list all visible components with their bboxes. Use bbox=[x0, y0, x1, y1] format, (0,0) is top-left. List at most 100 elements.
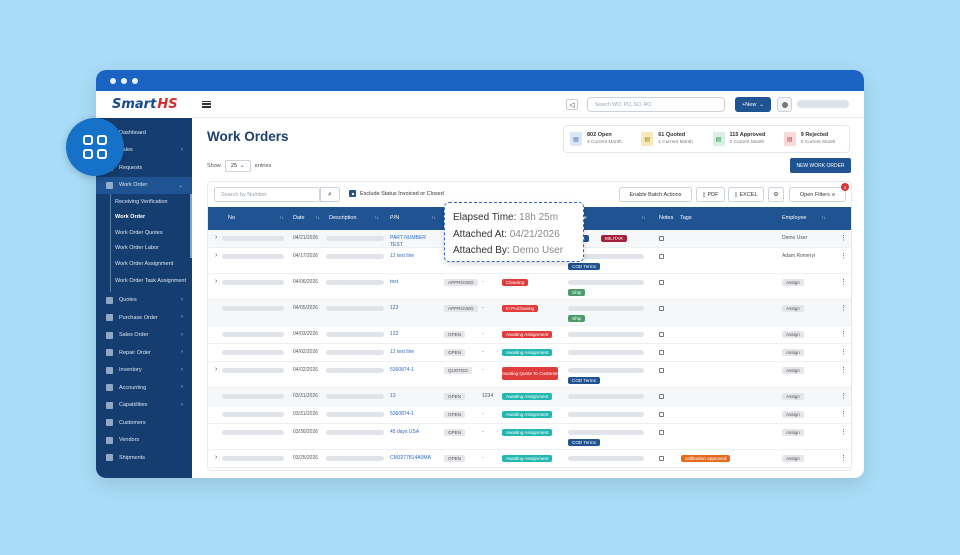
note-icon[interactable] bbox=[659, 236, 664, 241]
apps-badge[interactable] bbox=[66, 118, 124, 176]
sidebar-subitem[interactable]: Work Order Task Assignment bbox=[96, 271, 192, 292]
sidebar-item[interactable]: Sales Order › bbox=[96, 327, 192, 345]
header-no[interactable]: No bbox=[228, 215, 236, 221]
sort-icon[interactable]: ↑↓ bbox=[821, 215, 826, 221]
sort-icon[interactable]: ↑↓ bbox=[641, 215, 646, 221]
sidebar-item[interactable]: Vendors bbox=[96, 432, 192, 450]
stat-card[interactable]: ▤ 115 Approved 2 Current Month bbox=[707, 132, 778, 146]
table-row[interactable]: 04/03/2026 123 OPEN - Awaiting Assignment Ass… bbox=[208, 326, 851, 344]
sidebar-item[interactable]: Customers bbox=[96, 414, 192, 432]
header-description[interactable]: Description bbox=[329, 215, 357, 221]
sidebar-item[interactable]: Quotes › bbox=[96, 292, 192, 310]
sidebar-subitem[interactable]: Work Order Labor bbox=[96, 240, 192, 257]
kebab-menu-icon[interactable]: ⋮ bbox=[840, 429, 847, 436]
table-row[interactable]: 04/05/2026 123 APPROVED - In Purchasing Ship A… bbox=[208, 300, 851, 326]
sidebar-item[interactable]: Inventory › bbox=[96, 362, 192, 380]
assign-button[interactable]: Assign bbox=[782, 411, 804, 418]
chevron-right-icon[interactable]: › bbox=[215, 252, 218, 259]
pn-link[interactable]: test bbox=[390, 279, 399, 285]
pn-link[interactable]: 12 test line bbox=[390, 349, 415, 355]
search-icon[interactable]: ⌕ bbox=[320, 187, 340, 202]
kebab-menu-icon[interactable]: ⋮ bbox=[840, 235, 847, 242]
assign-button[interactable]: Assign bbox=[782, 455, 804, 462]
sidebar-item[interactable]: Purchase Order › bbox=[96, 309, 192, 327]
pn-link[interactable]: 123 bbox=[390, 305, 399, 311]
kebab-menu-icon[interactable]: ⋮ bbox=[840, 305, 847, 312]
table-row[interactable]: › 04/02/2026 5360874-1 QUOTED - Awaiting Quot… bbox=[208, 362, 851, 388]
window-dot[interactable] bbox=[121, 77, 127, 84]
new-button[interactable]: +New ⌄ bbox=[735, 97, 771, 112]
megaphone-icon[interactable]: ◁ bbox=[566, 99, 578, 110]
table-row[interactable]: 03/31/2026 13 OPEN 1234 Awaiting Assignment A… bbox=[208, 388, 851, 406]
global-search-input[interactable]: Search WO, PO, SO, RO bbox=[587, 97, 725, 112]
note-icon[interactable] bbox=[659, 430, 664, 435]
note-icon[interactable] bbox=[659, 254, 664, 259]
sidebar-item[interactable]: Shipments bbox=[96, 449, 192, 467]
assign-button[interactable]: Assign bbox=[782, 367, 804, 374]
kebab-menu-icon[interactable]: ⋮ bbox=[840, 393, 847, 400]
pn-link[interactable]: CM3277814A0MA bbox=[390, 455, 431, 461]
kebab-menu-icon[interactable]: ⋮ bbox=[840, 349, 847, 356]
assign-button[interactable]: Assign bbox=[782, 279, 804, 286]
pn-link[interactable]: 13 bbox=[390, 393, 396, 399]
chevron-right-icon[interactable]: › bbox=[215, 234, 218, 241]
excel-button[interactable]: ▯ EXCEL bbox=[728, 187, 764, 202]
sidebar-item[interactable]: Repair Order › bbox=[96, 344, 192, 362]
sidebar-item[interactable]: Capabilities › bbox=[96, 397, 192, 415]
chevron-right-icon[interactable]: › bbox=[215, 278, 218, 285]
assign-button[interactable]: Assign bbox=[782, 331, 804, 338]
assign-button[interactable]: Assign bbox=[782, 393, 804, 400]
sidebar-item[interactable]: Accounting › bbox=[96, 379, 192, 397]
search-number-input[interactable]: Search by Number bbox=[214, 187, 320, 202]
stat-card[interactable]: ▤ 9 Rejected 0 Current Month bbox=[778, 132, 849, 146]
kebab-menu-icon[interactable]: ⋮ bbox=[840, 253, 847, 260]
note-icon[interactable] bbox=[659, 306, 664, 311]
table-row[interactable]: 04/02/2026 12 test line OPEN - Awaiting Assi… bbox=[208, 344, 851, 362]
header-date[interactable]: Date bbox=[293, 215, 305, 221]
sidebar-subitem[interactable]: Work Order Assignment bbox=[96, 256, 192, 272]
sidebar-subitem[interactable]: Receiving Verification bbox=[96, 194, 192, 210]
brand-logo[interactable]: Smart HS bbox=[96, 91, 192, 118]
exclude-checkbox[interactable] bbox=[349, 190, 356, 197]
pn-link[interactable]: 12 test line bbox=[390, 253, 415, 259]
table-row[interactable]: 03/31/2026 5360874-1 OPEN - Awaiting Assignm… bbox=[208, 406, 851, 424]
assign-button[interactable]: Assign bbox=[782, 305, 804, 312]
sidebar-subitem[interactable]: Work Order Quotes bbox=[96, 225, 192, 241]
sort-icon[interactable]: ↑↓ bbox=[374, 215, 379, 221]
pn-link[interactable]: 45 days USA bbox=[390, 429, 420, 435]
window-dot[interactable] bbox=[132, 77, 138, 84]
sidebar-subitem[interactable]: Work Order bbox=[96, 209, 192, 226]
sort-icon[interactable]: ↑↓ bbox=[315, 215, 320, 221]
note-icon[interactable] bbox=[659, 280, 664, 285]
kebab-menu-icon[interactable]: ⋮ bbox=[840, 331, 847, 338]
exclude-status-toggle[interactable]: Exclude Status Invoiced or Closed bbox=[349, 190, 444, 197]
table-row[interactable]: 03/30/2026 45 days USA OPEN - Awaiting Assig… bbox=[208, 424, 851, 450]
header-employee[interactable]: Employee bbox=[782, 215, 807, 221]
avatar[interactable] bbox=[777, 97, 792, 112]
header-pn[interactable]: P/N bbox=[390, 215, 400, 221]
window-dot[interactable] bbox=[110, 77, 116, 84]
pn-link[interactable]: 5360874-1 bbox=[390, 367, 414, 373]
chevron-right-icon[interactable]: › bbox=[215, 454, 218, 461]
chevron-right-icon[interactable]: › bbox=[215, 366, 218, 373]
gear-icon[interactable]: ⚙ bbox=[768, 187, 784, 202]
assign-button[interactable]: Assign bbox=[782, 429, 804, 436]
kebab-menu-icon[interactable]: ⋮ bbox=[840, 367, 847, 374]
table-row[interactable]: › 04/06/2026 test APPROVED - Cleaning Ship Assi… bbox=[208, 274, 851, 300]
pn-link[interactable]: 5360874-1 bbox=[390, 411, 414, 417]
pn-link[interactable]: PART NUMBER TEST bbox=[390, 235, 426, 248]
note-icon[interactable] bbox=[659, 368, 664, 373]
sort-icon[interactable]: ↑↓ bbox=[279, 215, 284, 221]
kebab-menu-icon[interactable]: ⋮ bbox=[840, 411, 847, 418]
table-row[interactable]: › 03/25/2026 CM3277814A0MA OPEN - Awaiting As… bbox=[208, 450, 851, 468]
stat-card[interactable]: ▤ 802 Open 4 Current Month bbox=[564, 132, 635, 146]
note-icon[interactable] bbox=[659, 412, 664, 417]
note-icon[interactable] bbox=[659, 350, 664, 355]
note-icon[interactable] bbox=[659, 332, 664, 337]
menu-icon[interactable] bbox=[202, 100, 211, 108]
open-filters-button[interactable]: Open Filters ≡ 1 bbox=[789, 183, 849, 202]
stat-card[interactable]: ▤ 61 Quoted 1 Current Month bbox=[635, 132, 706, 146]
sidebar-item[interactable]: Work Order ⌄ bbox=[96, 176, 192, 194]
new-work-order-button[interactable]: NEW WORK ORDER bbox=[790, 158, 851, 173]
kebab-menu-icon[interactable]: ⋮ bbox=[840, 455, 847, 462]
